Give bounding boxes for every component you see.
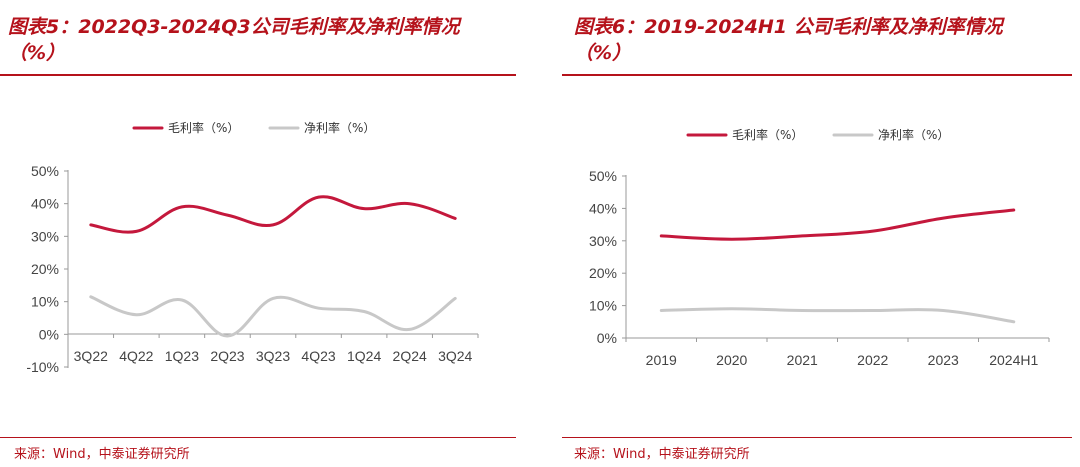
y-tick-label: 30% (31, 228, 59, 244)
x-tick-label: 2Q24 (393, 348, 427, 364)
y-tick-label: 0% (39, 326, 59, 342)
chart-title-text: 图表6：2019-2024H1 公司毛利率及净利率情况 (574, 16, 1003, 38)
x-tick-label: 2019 (646, 352, 677, 368)
chart-title-unit: （%） (574, 42, 632, 64)
title-divider (0, 74, 516, 76)
x-tick-label: 2022 (857, 352, 888, 368)
chart-panel-left: 图表5：2022Q3-2024Q3公司毛利率及净利率情况 （%） 毛利率（%） 净… (0, 0, 528, 467)
chart-panel-right: 图表6：2019-2024H1 公司毛利率及净利率情况 （%） 毛利率（%） 净利… (562, 0, 1080, 467)
y-tick-label: -10% (26, 359, 59, 375)
series-line-net-margin (659, 307, 1016, 324)
y-tick-label: 40% (31, 196, 59, 212)
x-tick-label: 3Q22 (74, 348, 108, 364)
line-chart: 毛利率（%） 净利率（%） 50% 40% 30% 20% 10% 0% 2019 2020 202… (589, 127, 1050, 368)
series-line-net-margin (89, 295, 457, 338)
x-tick-label: 2024H1 (989, 352, 1038, 368)
y-tick-label: 20% (31, 261, 59, 277)
x-tick-label: 4Q23 (301, 348, 335, 364)
x-tick-label: 1Q24 (347, 348, 381, 364)
chart-title: 图表5：2022Q3-2024Q3公司毛利率及净利率情况 （%） (8, 14, 460, 66)
x-tick-label: 2021 (787, 352, 818, 368)
title-divider (562, 74, 1072, 76)
y-tick-label: 40% (589, 200, 617, 216)
chart-title-text: 图表5：2022Q3-2024Q3公司毛利率及净利率情况 (8, 16, 460, 38)
source-divider (0, 437, 516, 438)
x-tick-label: 2020 (716, 352, 747, 368)
x-tick-label: 4Q22 (119, 348, 153, 364)
y-tick-label: 0% (597, 330, 617, 346)
legend-label: 净利率（%） (878, 127, 949, 142)
y-tick-label: 50% (31, 163, 59, 179)
legend-label: 毛利率（%） (732, 127, 803, 142)
source-note: 来源：Wind，中泰证券研究所 (574, 447, 750, 462)
chart-title-unit: （%） (8, 42, 66, 64)
series-line-gross-margin (659, 208, 1016, 241)
source-note: 来源：Wind，中泰证券研究所 (14, 447, 190, 462)
source-divider (562, 437, 1072, 438)
x-tick-label: 2023 (928, 352, 959, 368)
y-tick-label: 50% (589, 168, 617, 184)
x-tick-label: 3Q23 (256, 348, 290, 364)
chart-title: 图表6：2019-2024H1 公司毛利率及净利率情况 （%） (574, 14, 1003, 66)
legend-label: 毛利率（%） (168, 120, 239, 135)
y-tick-label: 10% (589, 298, 617, 314)
line-chart: 毛利率（%） 净利率（%） 50% 40% 30% 20% 10% 0% -10% 3Q22 4Q2… (26, 120, 479, 375)
x-tick-label: 2Q23 (210, 348, 244, 364)
y-tick-label: 20% (589, 265, 617, 281)
legend-label: 净利率（%） (304, 120, 375, 135)
series-line-gross-margin (89, 195, 457, 234)
x-tick-label: 1Q23 (165, 348, 199, 364)
y-tick-label: 30% (589, 233, 617, 249)
x-tick-label: 3Q24 (438, 348, 472, 364)
y-tick-label: 10% (31, 294, 59, 310)
